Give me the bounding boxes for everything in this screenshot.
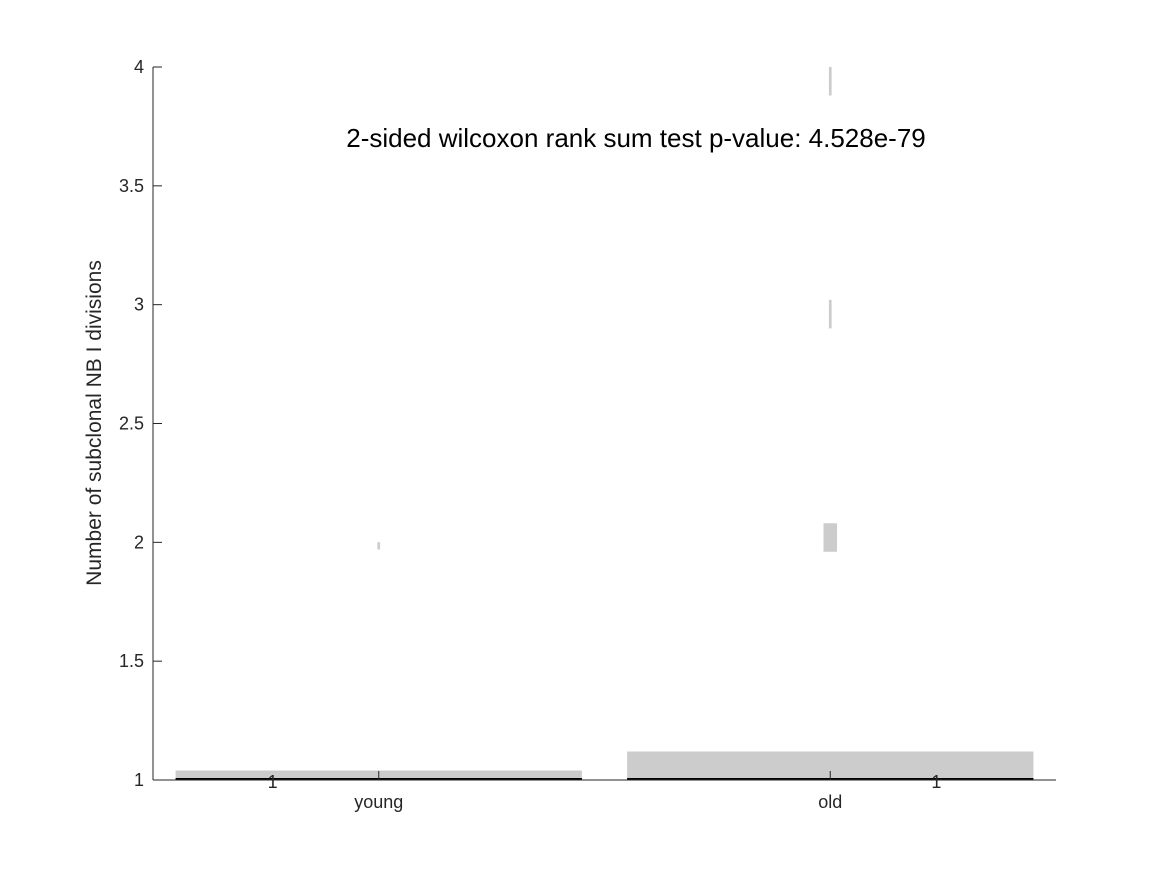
axes xyxy=(152,67,1056,781)
y-tick-label: 3.5 xyxy=(119,176,144,196)
y-axis-label: Number of subclonal NB I divisions xyxy=(83,260,106,586)
y-axis-ticks: 1 1.5 2 2.5 3 3.5 4 xyxy=(119,57,162,790)
violin-plot-area xyxy=(175,67,1034,780)
violin-young xyxy=(175,542,582,780)
side-label: 1 xyxy=(931,772,941,792)
y-tick-label: 4 xyxy=(134,57,144,77)
side-label: 1 xyxy=(268,772,278,792)
x-tick-label: old xyxy=(818,792,842,812)
p-value-annotation: 2-sided wilcoxon rank sum test p-value: … xyxy=(346,123,926,153)
x-axis-ticks: young old xyxy=(354,771,842,812)
x-tick-label: young xyxy=(354,792,403,812)
y-tick-label: 1 xyxy=(134,770,144,790)
y-tick-label: 2.5 xyxy=(119,414,144,434)
y-tick-label: 2 xyxy=(134,532,144,552)
y-tick-label: 3 xyxy=(134,295,144,315)
y-tick-label: 1.5 xyxy=(119,651,144,671)
violin-old xyxy=(627,67,1034,780)
